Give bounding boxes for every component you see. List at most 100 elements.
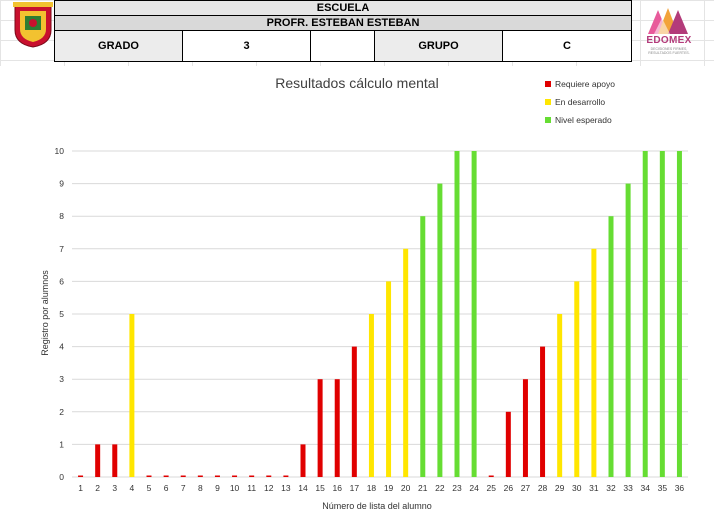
x-tick-label: 5 bbox=[147, 483, 152, 493]
x-tick-label: 36 bbox=[675, 483, 685, 493]
x-tick-label: 24 bbox=[469, 483, 479, 493]
legend-swatch-desarrollo bbox=[545, 99, 551, 105]
x-tick-label: 34 bbox=[640, 483, 650, 493]
x-tick-label: 1 bbox=[78, 483, 83, 493]
x-tick-label: 3 bbox=[112, 483, 117, 493]
x-tick-label: 31 bbox=[589, 483, 599, 493]
legend-swatch-esperado bbox=[545, 117, 551, 123]
bar-student-11 bbox=[249, 475, 255, 477]
bar-student-29 bbox=[557, 314, 563, 477]
bar-student-28 bbox=[540, 346, 546, 477]
bar-student-31 bbox=[591, 248, 597, 477]
bar-student-13 bbox=[283, 475, 289, 477]
legend-swatch-requiere bbox=[545, 81, 551, 87]
y-tick-label: 9 bbox=[59, 179, 64, 189]
bar-student-17 bbox=[351, 346, 357, 477]
bar-student-30 bbox=[574, 281, 580, 477]
x-tick-label: 26 bbox=[504, 483, 514, 493]
bar-student-3 bbox=[112, 444, 118, 477]
y-tick-layer: 0 1 2 3 4 5 6 7 8 9 10 bbox=[55, 146, 65, 482]
bar-student-22 bbox=[437, 183, 443, 477]
grid-layer bbox=[72, 150, 688, 478]
x-tick-label: 20 bbox=[401, 483, 411, 493]
bar-student-12 bbox=[266, 475, 272, 477]
x-tick-label: 33 bbox=[623, 483, 633, 493]
x-tick-layer: 1 2 3 4 5 6 7 8 9 10 11 12 13 14 15 16 17 18 19 20 21 22 23 24 2… bbox=[78, 483, 684, 493]
x-tick-label: 6 bbox=[164, 483, 169, 493]
y-tick-label: 3 bbox=[59, 374, 64, 384]
brand-tagline: DECISIONES FIRMES, RESULTADOS FUERTES. bbox=[648, 47, 690, 55]
edomex-logo: EDOMEX DECISIONES FIRMES, RESULTADOS FUE… bbox=[640, 4, 696, 64]
bar-student-23 bbox=[454, 151, 460, 477]
bar-student-7 bbox=[180, 475, 186, 477]
header-table: ESCUELA PROFR. ESTEBAN ESTEBAN GRADO 3 G… bbox=[53, 0, 633, 62]
x-tick-label: 10 bbox=[230, 483, 240, 493]
school-label: ESCUELA bbox=[53, 0, 633, 16]
x-tick-label: 25 bbox=[486, 483, 496, 493]
x-tick-label: 23 bbox=[452, 483, 462, 493]
x-axis-label: Número de lista del alumno bbox=[322, 501, 432, 511]
y-tick-label: 7 bbox=[59, 244, 64, 254]
x-tick-label: 7 bbox=[181, 483, 186, 493]
bar-student-32 bbox=[608, 216, 614, 477]
grade-label: GRADO bbox=[54, 30, 183, 62]
y-tick-label: 6 bbox=[59, 276, 64, 286]
x-tick-label: 13 bbox=[281, 483, 291, 493]
x-tick-label: 18 bbox=[367, 483, 377, 493]
x-tick-label: 27 bbox=[521, 483, 531, 493]
y-tick-label: 10 bbox=[55, 146, 65, 156]
y-axis-label: Registro por alumnos bbox=[40, 270, 50, 356]
y-tick-label: 5 bbox=[59, 309, 64, 319]
state-emblem-icon bbox=[12, 2, 54, 48]
bar-student-2 bbox=[95, 444, 101, 477]
y-tick-label: 8 bbox=[59, 211, 64, 221]
x-tick-label: 19 bbox=[384, 483, 394, 493]
bar-student-14 bbox=[300, 444, 306, 477]
bar-student-26 bbox=[505, 411, 511, 477]
y-tick-label: 2 bbox=[59, 407, 64, 417]
bar-student-19 bbox=[386, 281, 392, 477]
bar-student-35 bbox=[659, 151, 665, 477]
bar-student-15 bbox=[317, 379, 323, 477]
x-tick-label: 9 bbox=[215, 483, 220, 493]
bar-student-5 bbox=[146, 475, 152, 477]
y-tick-label: 0 bbox=[59, 472, 64, 482]
y-tick-label: 4 bbox=[59, 342, 64, 352]
y-tick-label: 1 bbox=[59, 439, 64, 449]
x-tick-label: 12 bbox=[264, 483, 274, 493]
bar-student-10 bbox=[232, 475, 238, 477]
x-tick-label: 28 bbox=[538, 483, 548, 493]
x-tick-label: 17 bbox=[350, 483, 360, 493]
bar-student-34 bbox=[642, 151, 648, 477]
bar-student-18 bbox=[368, 314, 374, 477]
bar-student-24 bbox=[471, 151, 477, 477]
brand-name: EDOMEX bbox=[646, 35, 692, 46]
bar-student-4 bbox=[129, 314, 135, 477]
x-tick-label: 30 bbox=[572, 483, 582, 493]
x-tick-label: 8 bbox=[198, 483, 203, 493]
legend-label-esperado: Nivel esperado bbox=[555, 115, 612, 125]
bar-student-9 bbox=[214, 475, 220, 477]
x-tick-label: 35 bbox=[658, 483, 668, 493]
x-tick-label: 21 bbox=[418, 483, 428, 493]
x-tick-label: 32 bbox=[606, 483, 616, 493]
bar-student-6 bbox=[163, 475, 169, 477]
bar-layer bbox=[78, 151, 682, 477]
bar-student-27 bbox=[522, 379, 528, 477]
bar-student-33 bbox=[625, 183, 631, 477]
legend: Requiere apoyo En desarrollo Nivel esper… bbox=[545, 79, 615, 125]
x-tick-label: 2 bbox=[95, 483, 100, 493]
empty-cell bbox=[310, 30, 375, 62]
x-tick-label: 4 bbox=[130, 483, 135, 493]
x-tick-label: 16 bbox=[332, 483, 342, 493]
group-value: C bbox=[501, 30, 633, 62]
chart-title: Resultados cálculo mental bbox=[275, 75, 438, 91]
results-chart: 1 2 3 4 5 6 7 8 9 10 11 12 13 14 15 16 17 18 19 20 21 22 23 24 2… bbox=[40, 75, 688, 511]
x-tick-label: 14 bbox=[298, 483, 308, 493]
bar-student-8 bbox=[197, 475, 203, 477]
bar-student-1 bbox=[78, 475, 84, 477]
x-tick-label: 15 bbox=[315, 483, 325, 493]
x-tick-label: 29 bbox=[555, 483, 565, 493]
teacher-label: PROFR. ESTEBAN ESTEBAN bbox=[53, 15, 633, 31]
edomex-logo-icon bbox=[648, 8, 688, 34]
